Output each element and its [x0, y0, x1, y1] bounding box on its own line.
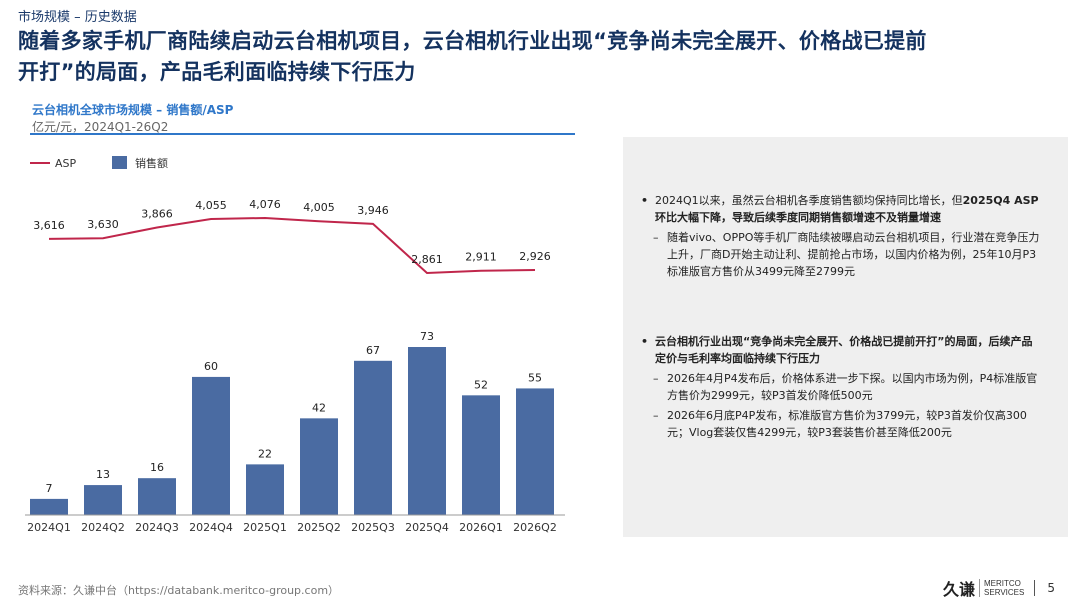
logo-en-line2: SERVICES	[984, 588, 1025, 597]
sub-dash: –	[653, 409, 659, 422]
bullet-1-sub-1: – 随着vivo、OPPO等手机厂商陆续被曝启动云台相机项目，行业潜在竞争压力上…	[641, 229, 1041, 280]
chart-legend: ASP 销售额	[30, 156, 168, 170]
sales-label-2024Q2: 13	[96, 468, 110, 481]
bullet-2-sub-2-text: 2026年6月底P4P发布，标准版官方售价为3799元，较P3首发价仅高300元…	[667, 409, 1027, 439]
sales-bar-2025Q4	[408, 347, 446, 515]
sales-label-2025Q4: 73	[420, 330, 434, 343]
sales-bar-2026Q1	[462, 395, 500, 515]
x-tick-2025Q1: 2025Q1	[243, 521, 287, 534]
chart-title: 云台相机全球市场规模 – 销售额/ASP	[32, 103, 234, 117]
page-title-line1: 随着多家手机厂商陆续启动云台相机项目，云台相机行业出现“竞争尚未完全展开、价格战…	[18, 29, 927, 53]
sales-bar-2026Q2	[516, 388, 554, 515]
source-note: 资料来源：久谦中台（https://databank.meritco-group…	[18, 584, 340, 597]
sales-label-2024Q3: 16	[150, 461, 164, 474]
sales-bar-2025Q3	[354, 360, 392, 515]
sales-label-2026Q1: 52	[474, 378, 488, 391]
sales-bar-2024Q4	[192, 376, 230, 515]
bullet-2-sub-1: – 2026年4月P4发布后，价格体系进一步下探。以国内市场为例，P4标准版官方…	[641, 370, 1041, 404]
legend-asp-label: ASP	[55, 157, 77, 170]
asp-label-2024Q2: 3,630	[87, 218, 119, 231]
asp-labels: 3,616 3,630 3,866 4,055 4,076 4,005 3,946 2,861…	[33, 198, 551, 266]
x-tick-2026Q1: 2026Q1	[459, 521, 503, 534]
sales-label-2025Q3: 67	[366, 344, 380, 357]
breadcrumb: 市场规模 – 历史数据	[18, 10, 137, 25]
sales-bar-2025Q2	[300, 418, 338, 515]
asp-label-2026Q1: 2,911	[465, 251, 497, 264]
x-tick-2024Q3: 2024Q3	[135, 521, 179, 534]
sales-label-2025Q2: 42	[312, 401, 326, 414]
sub-dash: –	[653, 231, 659, 244]
x-tick-2026Q2: 2026Q2	[513, 521, 557, 534]
asp-label-2025Q2: 4,005	[303, 201, 335, 214]
sales-bar-2024Q1	[30, 498, 68, 515]
insight-bullet-2: • 云台相机行业出现“竞争尚未完全展开、价格战已提前开打”的局面，后续产品定价与…	[641, 333, 1041, 441]
chart-subtitle: 亿元/元，2024Q1-26Q2	[32, 120, 169, 134]
sub-dash: –	[653, 372, 659, 385]
logo-wordmark-en: MERITCO SERVICES	[979, 579, 1024, 597]
bullet-2-sub-1-text: 2026年4月P4发布后，价格体系进一步下探。以国内市场为例，P4标准版官方售价…	[667, 372, 1038, 402]
sales-bar-2024Q3	[138, 478, 176, 515]
asp-label-2025Q3: 3,946	[357, 204, 389, 217]
x-tick-2024Q1: 2024Q1	[27, 521, 71, 534]
insight-panel: • 2024Q1以来，虽然云台相机各季度销售额均保持同比增长，但2025Q4 A…	[623, 137, 1068, 537]
asp-label-2025Q1: 4,076	[249, 198, 281, 211]
sales-bar-labels: 7 13 16 60 22 42 67 73 52 55	[46, 330, 543, 495]
legend-sales-swatch	[112, 156, 127, 169]
bullet-1-text: 2024Q1以来，虽然云台相机各季度销售额均保持同比增长，但	[655, 194, 963, 207]
asp-series-line	[48, 216, 536, 275]
x-tick-2025Q4: 2025Q4	[405, 521, 449, 534]
bullet-2-sub-2: – 2026年6月底P4P发布，标准版官方售价为3799元，较P3首发价仅高30…	[641, 407, 1041, 441]
x-tick-2024Q4: 2024Q4	[189, 521, 233, 534]
sales-label-2026Q2: 55	[528, 371, 542, 384]
bullet-1-main: • 2024Q1以来，虽然云台相机各季度销售额均保持同比增长，但2025Q4 A…	[641, 192, 1041, 226]
logo-en-line1: MERITCO	[984, 579, 1021, 588]
x-tick-2025Q3: 2025Q3	[351, 521, 395, 534]
sales-label-2025Q1: 22	[258, 447, 272, 460]
bullet-dot: •	[641, 194, 649, 207]
bullet-2-bold: 云台相机行业出现“竞争尚未完全展开、价格战已提前开打”的局面，后续产品定价与毛利…	[655, 335, 1033, 365]
x-tick-2024Q2: 2024Q2	[81, 521, 125, 534]
asp-label-2024Q3: 3,866	[141, 208, 173, 221]
page-title-line2: 开打”的局面，产品毛利面临持续下行压力	[18, 60, 416, 84]
x-tick-2025Q2: 2025Q2	[297, 521, 341, 534]
logo-wordmark-cn: 久谦	[943, 580, 976, 599]
footer-separator	[1034, 580, 1036, 596]
legend-sales-label: 销售额	[135, 156, 168, 170]
sales-bars	[30, 347, 554, 515]
insight-bullet-1: • 2024Q1以来，虽然云台相机各季度销售额均保持同比增长，但2025Q4 A…	[641, 192, 1041, 280]
x-axis-tick-labels: 2024Q1 2024Q2 2024Q3 2024Q4 2025Q1 2025Q2 2025…	[27, 521, 557, 534]
sales-bar-2024Q2	[84, 485, 122, 515]
chart-title-rule	[30, 133, 575, 135]
footer-brand: 久谦 MERITCO SERVICES 5	[943, 576, 1055, 600]
sales-bar-2025Q1	[246, 464, 284, 515]
sales-label-2024Q1: 7	[46, 482, 53, 495]
sales-label-2024Q4: 60	[204, 360, 218, 373]
bullet-1-sub-1-text: 随着vivo、OPPO等手机厂商陆续被曝启动云台相机项目，行业潜在竞争压力上升，…	[667, 231, 1040, 278]
page-title: 随着多家手机厂商陆续启动云台相机项目，云台相机行业出现“竞争尚未完全展开、价格战…	[18, 26, 1068, 88]
bullet-1-bold: 2025Q4 ASP环比大幅下降，导致后续季度同期销售额增速不及销量增速	[655, 194, 1039, 224]
bullet-dot: •	[641, 335, 649, 348]
asp-label-2025Q4: 2,861	[411, 253, 443, 266]
asp-label-2024Q4: 4,055	[195, 199, 227, 212]
page-number: 5	[1047, 581, 1055, 595]
bullet-2-main: • 云台相机行业出现“竞争尚未完全展开、价格战已提前开打”的局面，后续产品定价与…	[641, 333, 1041, 367]
asp-label-2026Q2: 2,926	[519, 250, 551, 263]
asp-label-2024Q1: 3,616	[33, 219, 65, 232]
